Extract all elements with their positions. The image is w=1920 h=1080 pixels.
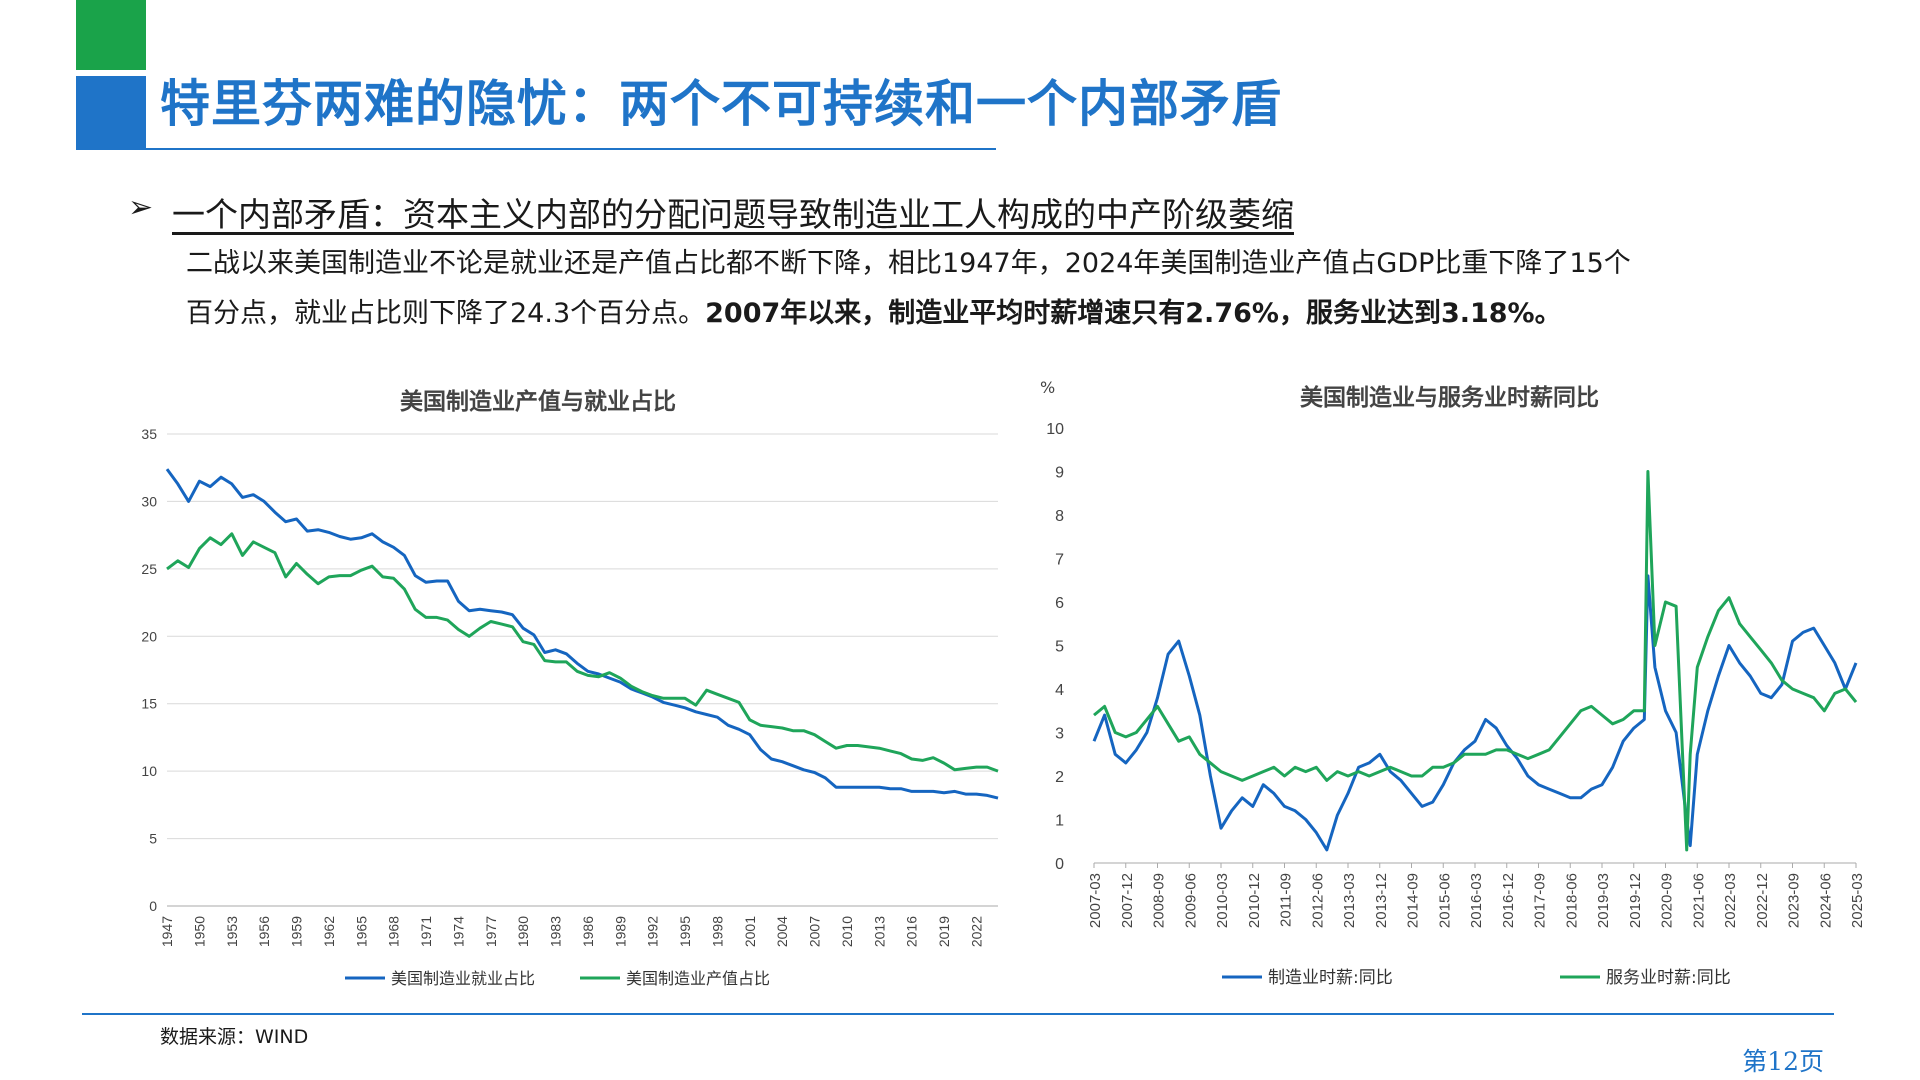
bullet-arrow-icon: ➢ bbox=[128, 190, 154, 225]
x-tick-label: 2018-06 bbox=[1563, 873, 1580, 928]
x-tick-label: 2007-03 bbox=[1087, 873, 1104, 928]
y-tick-label: 25 bbox=[141, 561, 157, 577]
x-tick-label: 2016 bbox=[904, 916, 920, 947]
y-tick-label: 0 bbox=[149, 898, 157, 914]
x-tick-label: 2011-09 bbox=[1278, 873, 1295, 927]
x-tick-label: 2022-12 bbox=[1754, 873, 1771, 928]
y-tick-label: 10 bbox=[141, 763, 157, 779]
x-tick-label: 1980 bbox=[515, 916, 531, 947]
page-number: 第12页 bbox=[1742, 1047, 1824, 1076]
x-tick-label: 1974 bbox=[450, 916, 466, 947]
x-tick-label: 2013 bbox=[871, 916, 887, 947]
x-tick-label: 1977 bbox=[483, 916, 499, 947]
legend-label: 制造业时薪:同比 bbox=[1268, 968, 1393, 988]
x-tick-label: 2010 bbox=[839, 916, 855, 947]
series-line-services bbox=[1093, 470, 1858, 852]
x-tick-label: 1962 bbox=[321, 916, 337, 947]
section-subtitle: 一个内部矛盾：资本主义内部的分配问题导致制造业工人构成的中产阶级萎缩 bbox=[172, 195, 1294, 234]
paragraph-line-2: 百分点，就业占比则下降了24.3个百分点。2007年以来，制造业平均时薪增速只有… bbox=[186, 300, 1562, 327]
x-tick-label: 1971 bbox=[418, 916, 434, 947]
y-tick-label: 4 bbox=[1055, 682, 1064, 699]
x-tick-label: 2016-12 bbox=[1500, 873, 1517, 928]
x-tick-label: 2004 bbox=[774, 916, 790, 947]
x-tick-label: 2016-03 bbox=[1468, 873, 1485, 928]
page-title: 特里芬两难的隐忧：两个不可持续和一个内部矛盾 bbox=[160, 75, 1282, 133]
series-line-manufacturing bbox=[1092, 574, 1858, 852]
y-tick-label: 3 bbox=[1055, 726, 1064, 743]
y-tick-label: 9 bbox=[1055, 465, 1064, 482]
x-tick-label: 1950 bbox=[191, 916, 207, 947]
x-tick-label: 2013-03 bbox=[1341, 873, 1358, 928]
y-tick-label: 6 bbox=[1055, 595, 1064, 612]
data-source: 数据来源：WIND bbox=[160, 1026, 309, 1048]
x-tick-label: 2022-03 bbox=[1722, 873, 1739, 928]
y-tick-label: 30 bbox=[141, 493, 157, 509]
legend-label: 美国制造业就业占比 bbox=[391, 969, 535, 988]
chart-left-title: 美国制造业产值与就业占比 bbox=[400, 389, 676, 415]
x-tick-label: 1953 bbox=[224, 916, 240, 947]
y-tick-label: 1 bbox=[1055, 813, 1064, 830]
x-tick-label: 2022 bbox=[968, 916, 984, 947]
x-tick-label: 2017-09 bbox=[1532, 873, 1549, 928]
x-tick-label: 2019-12 bbox=[1627, 873, 1644, 928]
x-tick-label: 2020-09 bbox=[1659, 873, 1676, 928]
legend-label: 美国制造业产值占比 bbox=[626, 969, 770, 988]
paragraph-line-2-bold: 2007年以来，制造业平均时薪增速只有2.76%，服务业达到3.18%。 bbox=[705, 298, 1562, 329]
y-tick-label: 5 bbox=[1055, 639, 1064, 656]
x-tick-label: 2024-06 bbox=[1817, 873, 1834, 928]
x-tick-label: 2010-12 bbox=[1246, 873, 1263, 928]
paragraph-line-1: 二战以来美国制造业不论是就业还是产值占比都不断下降，相比1947年，2024年美… bbox=[186, 248, 1631, 279]
x-tick-label: 2008-09 bbox=[1151, 873, 1168, 928]
x-tick-label: 2015-06 bbox=[1436, 873, 1453, 928]
x-tick-label: 1968 bbox=[386, 916, 402, 947]
x-tick-label: 2010-03 bbox=[1214, 873, 1231, 928]
x-tick-label: 1995 bbox=[677, 916, 693, 947]
header-green-block bbox=[76, 0, 146, 70]
y-tick-label: 20 bbox=[141, 628, 157, 644]
x-tick-label: 1959 bbox=[289, 916, 305, 947]
series-line-employment bbox=[165, 468, 999, 800]
x-tick-label: 2025-03 bbox=[1849, 873, 1866, 928]
x-tick-label: 1992 bbox=[645, 916, 661, 947]
x-tick-label: 2009-06 bbox=[1182, 873, 1199, 928]
x-tick-label: 2001 bbox=[742, 916, 758, 947]
y-tick-label: 0 bbox=[1055, 856, 1064, 873]
x-tick-label: 2007 bbox=[807, 916, 823, 947]
legend-label: 服务业时薪:同比 bbox=[1606, 968, 1731, 988]
x-tick-label: 2019-03 bbox=[1595, 873, 1612, 928]
y-tick-label: 2 bbox=[1055, 769, 1064, 786]
chart-right: % 0 1 2 3 4 5 6 7 8 9 10 2007-03 2007-12 2008-09 2009-0… bbox=[1040, 378, 1866, 988]
paragraph-line-2-normal: 百分点，就业占比则下降了24.3个百分点。 bbox=[186, 298, 706, 329]
y-axis-unit-label: % bbox=[1040, 378, 1055, 397]
x-tick-label: 1956 bbox=[256, 916, 272, 947]
y-tick-label: 10 bbox=[1046, 421, 1064, 438]
x-tick-label: 2013-12 bbox=[1373, 873, 1390, 928]
x-tick-label: 1998 bbox=[709, 916, 725, 947]
x-tick-label: 1965 bbox=[353, 916, 369, 947]
footer-rule bbox=[82, 1013, 1834, 1015]
header-blue-block bbox=[76, 76, 146, 149]
x-tick-label: 2007-12 bbox=[1119, 873, 1136, 928]
y-tick-label: 8 bbox=[1055, 508, 1064, 525]
x-tick-label: 2021-06 bbox=[1690, 873, 1707, 928]
y-tick-label: 15 bbox=[141, 696, 157, 712]
x-tick-label: 1989 bbox=[612, 916, 628, 947]
series-line-output bbox=[166, 532, 999, 773]
x-tick-label: 2012-06 bbox=[1309, 873, 1326, 928]
chart-right-title: 美国制造业与服务业时薪同比 bbox=[1300, 385, 1599, 411]
x-tick-label: 2019 bbox=[936, 916, 952, 947]
x-tick-label: 1983 bbox=[548, 916, 564, 947]
x-tick-label: 1947 bbox=[159, 916, 175, 947]
y-tick-label: 7 bbox=[1055, 552, 1064, 569]
x-tick-label: 1986 bbox=[580, 916, 596, 947]
chart-left: 0 5 10 15 20 25 30 35 1947 1950 1953 1956 1959 1962 19… bbox=[141, 426, 999, 988]
y-tick-label: 35 bbox=[141, 426, 157, 442]
header-rule bbox=[76, 148, 996, 150]
x-tick-label: 2014-09 bbox=[1405, 873, 1422, 928]
x-tick-label: 2023-09 bbox=[1786, 873, 1803, 928]
y-tick-label: 5 bbox=[149, 831, 157, 847]
